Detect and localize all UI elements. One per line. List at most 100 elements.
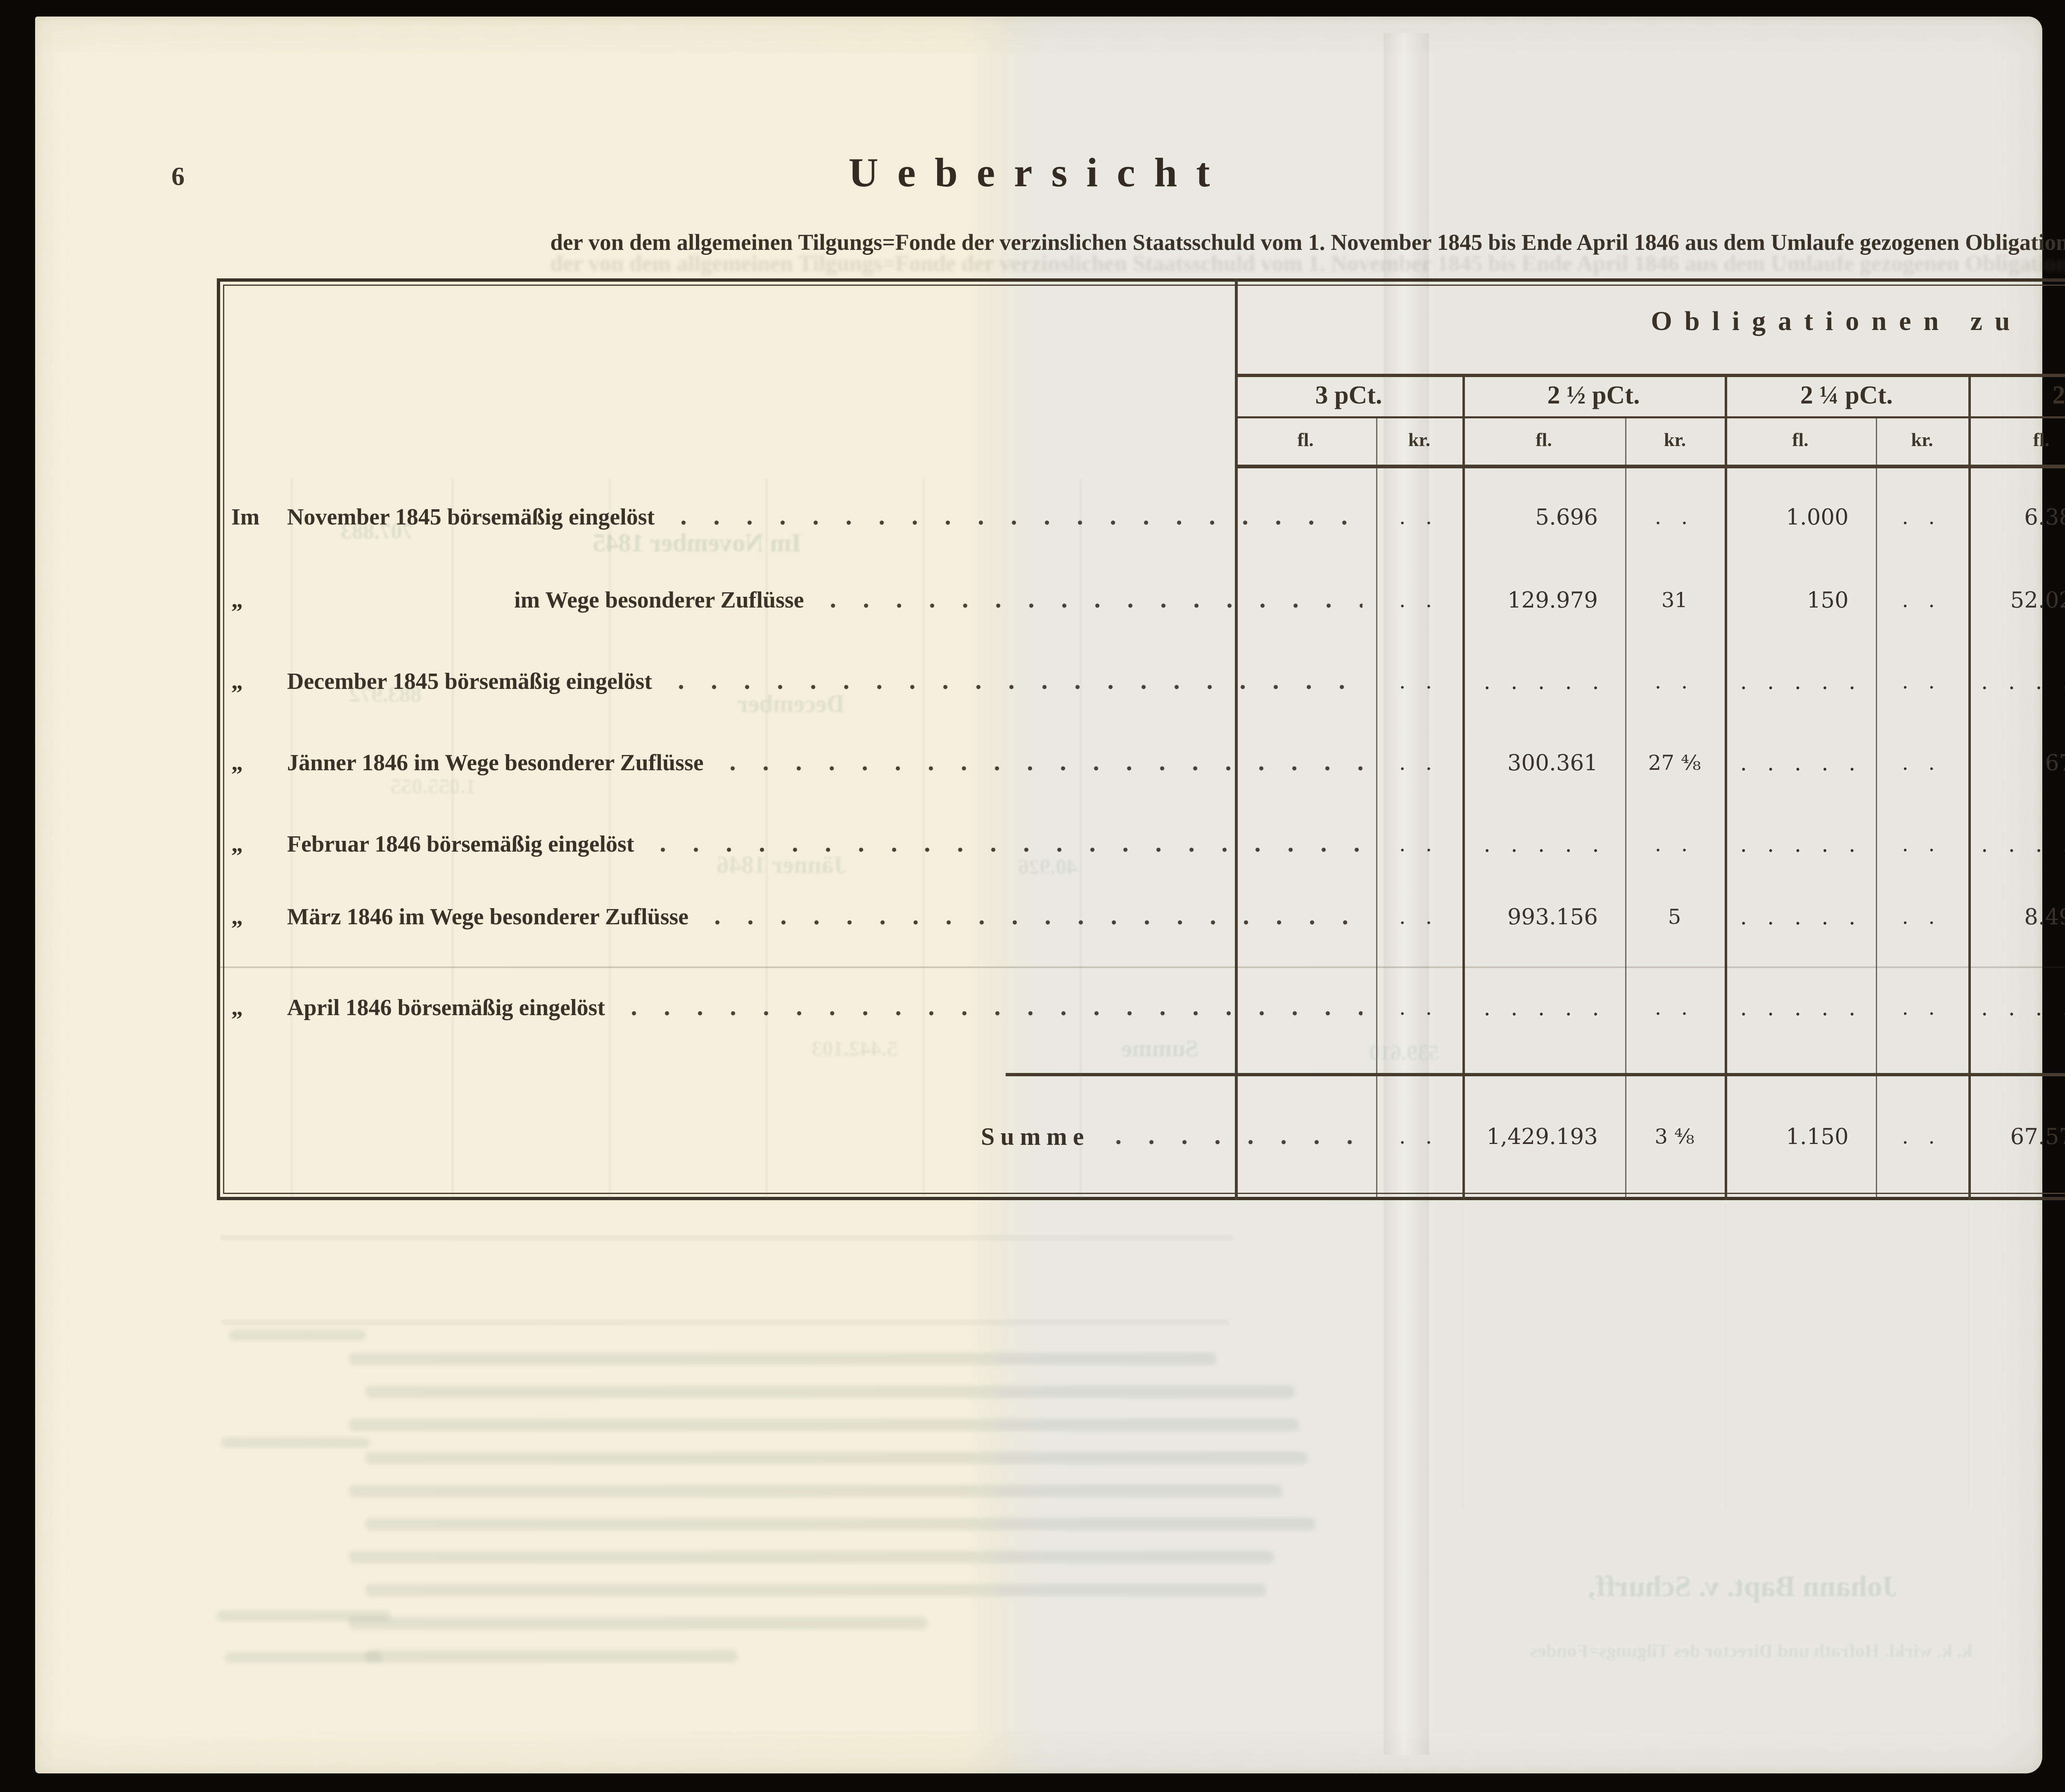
row-prefix: „: [231, 669, 243, 694]
fl-kr-divider: [1376, 416, 1377, 1200]
cell-kr: . .: [1399, 669, 1439, 693]
setoff-paragraph-smudge: [349, 1419, 1299, 1431]
cell-fl: 670: [2045, 750, 2065, 776]
subtitle-setoff-ghost: der von dem allgemeinen Tilgungs=Fonde d…: [550, 251, 2065, 276]
setoff-number-smudge: [217, 1611, 390, 1621]
setoff-number-smudge: [225, 1652, 382, 1663]
cell-fl: . . . . .: [1740, 904, 1862, 930]
setoff-paragraph-smudge: [366, 1386, 1295, 1398]
setoff-paragraph-smudge: [366, 1650, 737, 1662]
pct-column-header: 2 ½ pCt.: [1547, 381, 1640, 409]
bleedthrough-signature: Johann Bapt. v. Schurff,: [1588, 1570, 1897, 1603]
cell-kr: 31: [1661, 588, 1688, 612]
scanned-page: 6 7 Uebersicht der von dem allgemeinen T…: [35, 17, 2065, 1773]
unit-fl-label: fl.: [1792, 429, 1809, 450]
cell-fl: . . . . .: [1740, 831, 1862, 857]
dot-leader: [816, 603, 1362, 608]
table-column-rule: [1725, 374, 1727, 1200]
summe-label: Summe: [981, 1101, 1373, 1172]
unit-kr-label: kr.: [1408, 429, 1431, 450]
cell-fl: 67.578: [2010, 1124, 2065, 1149]
cell-kr: . .: [1654, 505, 1695, 529]
verso-rule-line: [221, 1320, 1229, 1325]
cell-fl: 1,429.193: [1486, 1124, 1598, 1149]
row-prefix: „: [231, 995, 243, 1021]
row-prefix: „: [231, 831, 243, 857]
cell-fl: 129.979: [1507, 587, 1598, 613]
cell-fl: . . . . .: [1740, 669, 1862, 694]
row-prefix: „: [231, 587, 243, 613]
table-column-rule: [1235, 278, 1238, 1200]
row-label: im Wege besonderer Zuflüsse: [514, 565, 1373, 635]
verso-column-line: [1725, 1203, 1726, 1509]
dot-leader: [701, 919, 1362, 925]
table-column-rule: [1968, 374, 1971, 1200]
cell-fl: . . . . .: [1981, 831, 2065, 857]
cell-kr: 27 ⁴⁄₈: [1648, 751, 1701, 775]
setoff-paragraph-smudge: [349, 1617, 927, 1629]
table-column-rule: [1462, 374, 1465, 1200]
pct-column-header: 2 ¼ pCt.: [1800, 381, 1893, 409]
dot-leader: [667, 520, 1362, 525]
fl-kr-divider: [1876, 416, 1877, 1200]
unit-kr-label: kr.: [1664, 429, 1686, 450]
unit-fl-label: fl.: [1297, 429, 1314, 450]
page-title: Uebersicht: [848, 150, 1229, 195]
cell-fl: 300.361: [1507, 750, 1598, 776]
table-header-rule: [1235, 416, 2065, 418]
cell-fl: 6.388: [2024, 504, 2065, 530]
dot-leader: [664, 684, 1362, 690]
cell-kr: . .: [1902, 996, 1942, 1020]
unit-fl-label: fl.: [1536, 429, 1552, 450]
cell-kr: . .: [1399, 505, 1439, 529]
cell-kr: . .: [1399, 1125, 1439, 1149]
row-label: Februar 1846 börsemäßig eingelöst: [287, 809, 1373, 879]
page-subtitle: der von dem allgemeinen Tilgungs=Fonde d…: [550, 230, 2065, 255]
cell-kr: . .: [1654, 996, 1695, 1020]
cell-kr: . .: [1902, 669, 1942, 693]
cell-kr: . .: [1902, 751, 1942, 775]
row-label: März 1846 im Wege besonderer Zuflüsse: [287, 882, 1373, 952]
verso-column-line: [1462, 1203, 1464, 1509]
cell-fl: . . . . .: [1740, 995, 1862, 1021]
setoff-number-smudge: [221, 1437, 370, 1448]
setoff-number-smudge: [229, 1330, 366, 1341]
cell-kr: . .: [1902, 832, 1942, 856]
cell-kr: . .: [1399, 588, 1439, 612]
unit-kr-label: kr.: [1911, 429, 1933, 450]
table-pre-sum-rule: [1006, 1073, 2065, 1076]
verso-column-line: [1968, 1203, 1970, 1509]
dot-leader: [646, 847, 1362, 852]
cell-kr: . .: [1902, 588, 1942, 612]
cell-kr: . .: [1399, 996, 1439, 1020]
cell-kr: 5: [1668, 905, 1681, 929]
cell-kr: . .: [1654, 669, 1695, 693]
cell-fl: 52.021: [2010, 587, 2065, 613]
table-body-top-rule: [1235, 465, 2065, 468]
cell-fl: . . . . .: [1483, 669, 1606, 694]
row-prefix: „: [231, 904, 243, 930]
setoff-paragraph-smudge: [349, 1353, 1216, 1365]
table-banner-rule: [1235, 374, 2065, 377]
cell-kr: . .: [1902, 1125, 1942, 1149]
row-prefix: Im: [231, 504, 260, 530]
page-number-left: 6: [171, 161, 185, 191]
cell-kr: . .: [1399, 751, 1439, 775]
obligations-table-frame: [217, 278, 2065, 1200]
obligationen-zu-header: Obligationen zu: [1651, 306, 2022, 336]
setoff-paragraph-smudge: [366, 1518, 1315, 1530]
cell-fl: . . . . .: [1740, 750, 1862, 776]
row-label: Jänner 1846 im Wege besonderer Zuflüsse: [287, 728, 1373, 798]
verso-rule-line: [221, 1235, 1233, 1241]
fl-kr-divider: [1625, 416, 1626, 1200]
row-prefix: „: [231, 750, 243, 776]
setoff-paragraph-smudge: [349, 1485, 1282, 1497]
cell-fl: 993.156: [1507, 904, 1598, 930]
dot-leader: [617, 1010, 1362, 1016]
cell-fl: 1.150: [1786, 1124, 1849, 1149]
setoff-paragraph-smudge: [349, 1551, 1274, 1563]
cell-fl: 1.000: [1786, 504, 1849, 530]
cell-fl: . . . . .: [1981, 995, 2065, 1021]
cell-kr: . .: [1399, 832, 1439, 856]
cell-fl: . . . . .: [1483, 831, 1606, 857]
